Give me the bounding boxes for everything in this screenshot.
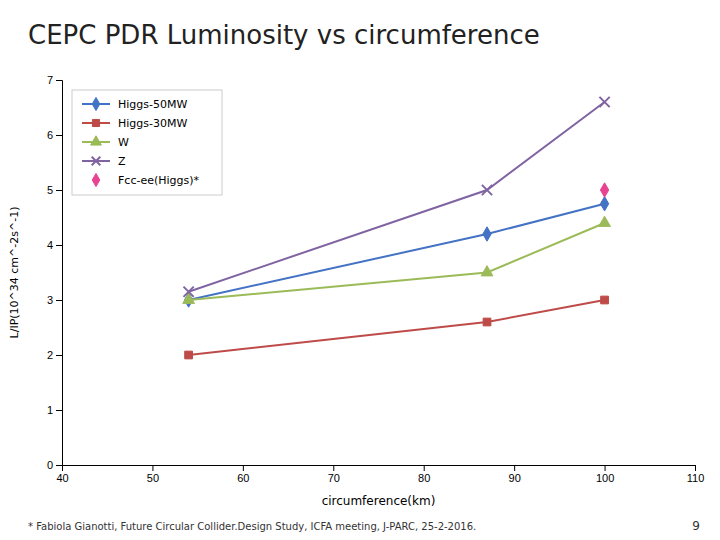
data [183, 97, 611, 359]
tick-mark [56, 355, 62, 356]
page-number: 9 [692, 519, 700, 533]
x-axis: 40 50 60 70 80 90 100 110 [56, 465, 704, 484]
tick-mark [56, 135, 62, 136]
legend-label: Higgs-50MW [118, 98, 187, 111]
tick: 1 [47, 404, 62, 416]
tick: 2 [47, 349, 62, 361]
tick: 80 [418, 465, 430, 484]
series-line [189, 102, 605, 292]
point [483, 227, 491, 241]
tick-mark [56, 465, 62, 466]
tick-label: 90 [509, 472, 521, 484]
legend-swatch [92, 97, 100, 110]
tick: 0 [47, 459, 62, 471]
tick: 110 [687, 465, 705, 484]
chart: CEPC PDR Luminosity vs circumference4050… [0, 0, 720, 540]
tick-label: 60 [237, 472, 249, 484]
tick-label: 5 [47, 184, 53, 196]
plot: 40506070809010011001234567Higgs-50MWHigg… [47, 74, 704, 484]
series-line [189, 223, 605, 300]
tick-mark [152, 465, 153, 471]
tick: 4 [47, 239, 62, 251]
tick-mark [243, 465, 244, 471]
x-axis-title: circumference(km) [322, 494, 436, 508]
legend-swatch [91, 136, 102, 145]
tick: 60 [237, 465, 249, 484]
point [600, 183, 608, 197]
tick-label: 7 [47, 74, 53, 86]
legend-label: Fcc-ee(Higgs)* [118, 174, 200, 187]
series-line [189, 204, 605, 300]
tick: 5 [47, 184, 62, 196]
tick: 90 [509, 465, 521, 484]
tick-label: 50 [147, 472, 159, 484]
legend-label: W [118, 136, 129, 149]
tick-label: 6 [47, 129, 53, 141]
point [183, 287, 193, 297]
series-line [189, 300, 605, 355]
tick-label: 40 [56, 472, 68, 484]
legend-label: Z [118, 155, 126, 168]
legend-item: Higgs-50MW [82, 97, 187, 110]
point [599, 97, 609, 107]
tick-mark [56, 245, 62, 246]
legend-item: W [82, 136, 129, 149]
footnote: * Fabiola Gianotti, Future Circular Coll… [28, 521, 476, 532]
point [482, 185, 492, 195]
tick-label: 70 [328, 472, 340, 484]
tick-mark [514, 465, 515, 471]
tick-mark [424, 465, 425, 471]
legend-item: Z [82, 155, 126, 168]
tick-mark [56, 190, 62, 191]
axis-line [63, 466, 696, 472]
tick: 7 [47, 74, 62, 86]
tick-mark [56, 300, 62, 301]
tick-label: 3 [47, 294, 53, 306]
tick: 50 [147, 465, 159, 484]
legend-swatch [92, 157, 101, 166]
y-axis-title: L/IP(10^34 cm^-2s^-1) [8, 207, 21, 339]
tick: 100 [596, 465, 614, 484]
legend-item: Fcc-ee(Higgs)* [92, 173, 199, 186]
tick: 40 [56, 465, 68, 484]
legend-swatch [92, 173, 100, 186]
tick: 3 [47, 294, 62, 306]
legend-label: Higgs-30MW [118, 117, 187, 130]
point [601, 296, 609, 304]
legend-box [72, 90, 222, 195]
point [185, 351, 193, 359]
tick-label: 1 [47, 404, 53, 416]
title: CEPC PDR Luminosity vs circumference [28, 20, 540, 50]
tick-label: 0 [47, 459, 53, 471]
point [483, 318, 491, 326]
tick-label: 100 [596, 472, 614, 484]
point [600, 197, 608, 211]
tick: 70 [328, 465, 340, 484]
legend-item: Higgs-30MW [82, 117, 187, 130]
tick-mark [56, 410, 62, 411]
axis-line [56, 81, 63, 466]
legend-swatch [92, 119, 99, 126]
point [481, 266, 493, 276]
y-axis: 0 1 2 3 4 5 6 7 [47, 74, 63, 471]
tick-mark [333, 465, 334, 471]
point [599, 216, 611, 226]
tick-label: 80 [418, 472, 430, 484]
tick-mark [695, 465, 696, 471]
tick-mark [605, 465, 606, 471]
tick-mark [56, 80, 62, 81]
tick-label: 4 [47, 239, 53, 251]
tick-label: 110 [687, 472, 705, 484]
legend: Higgs-50MW Higgs-30MW WZ Fcc-ee(Higgs)* [72, 90, 222, 195]
tick: 6 [47, 129, 62, 141]
tick-label: 2 [47, 349, 53, 361]
